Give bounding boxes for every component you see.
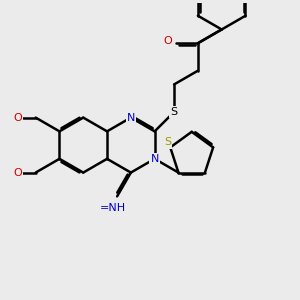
Text: O: O	[14, 112, 22, 123]
Text: =NH: =NH	[100, 203, 126, 213]
Text: O: O	[164, 36, 172, 46]
Text: N: N	[151, 154, 159, 164]
Text: S: S	[164, 137, 171, 148]
Text: O: O	[14, 168, 22, 178]
Text: N: N	[127, 112, 135, 123]
Text: S: S	[170, 107, 178, 117]
